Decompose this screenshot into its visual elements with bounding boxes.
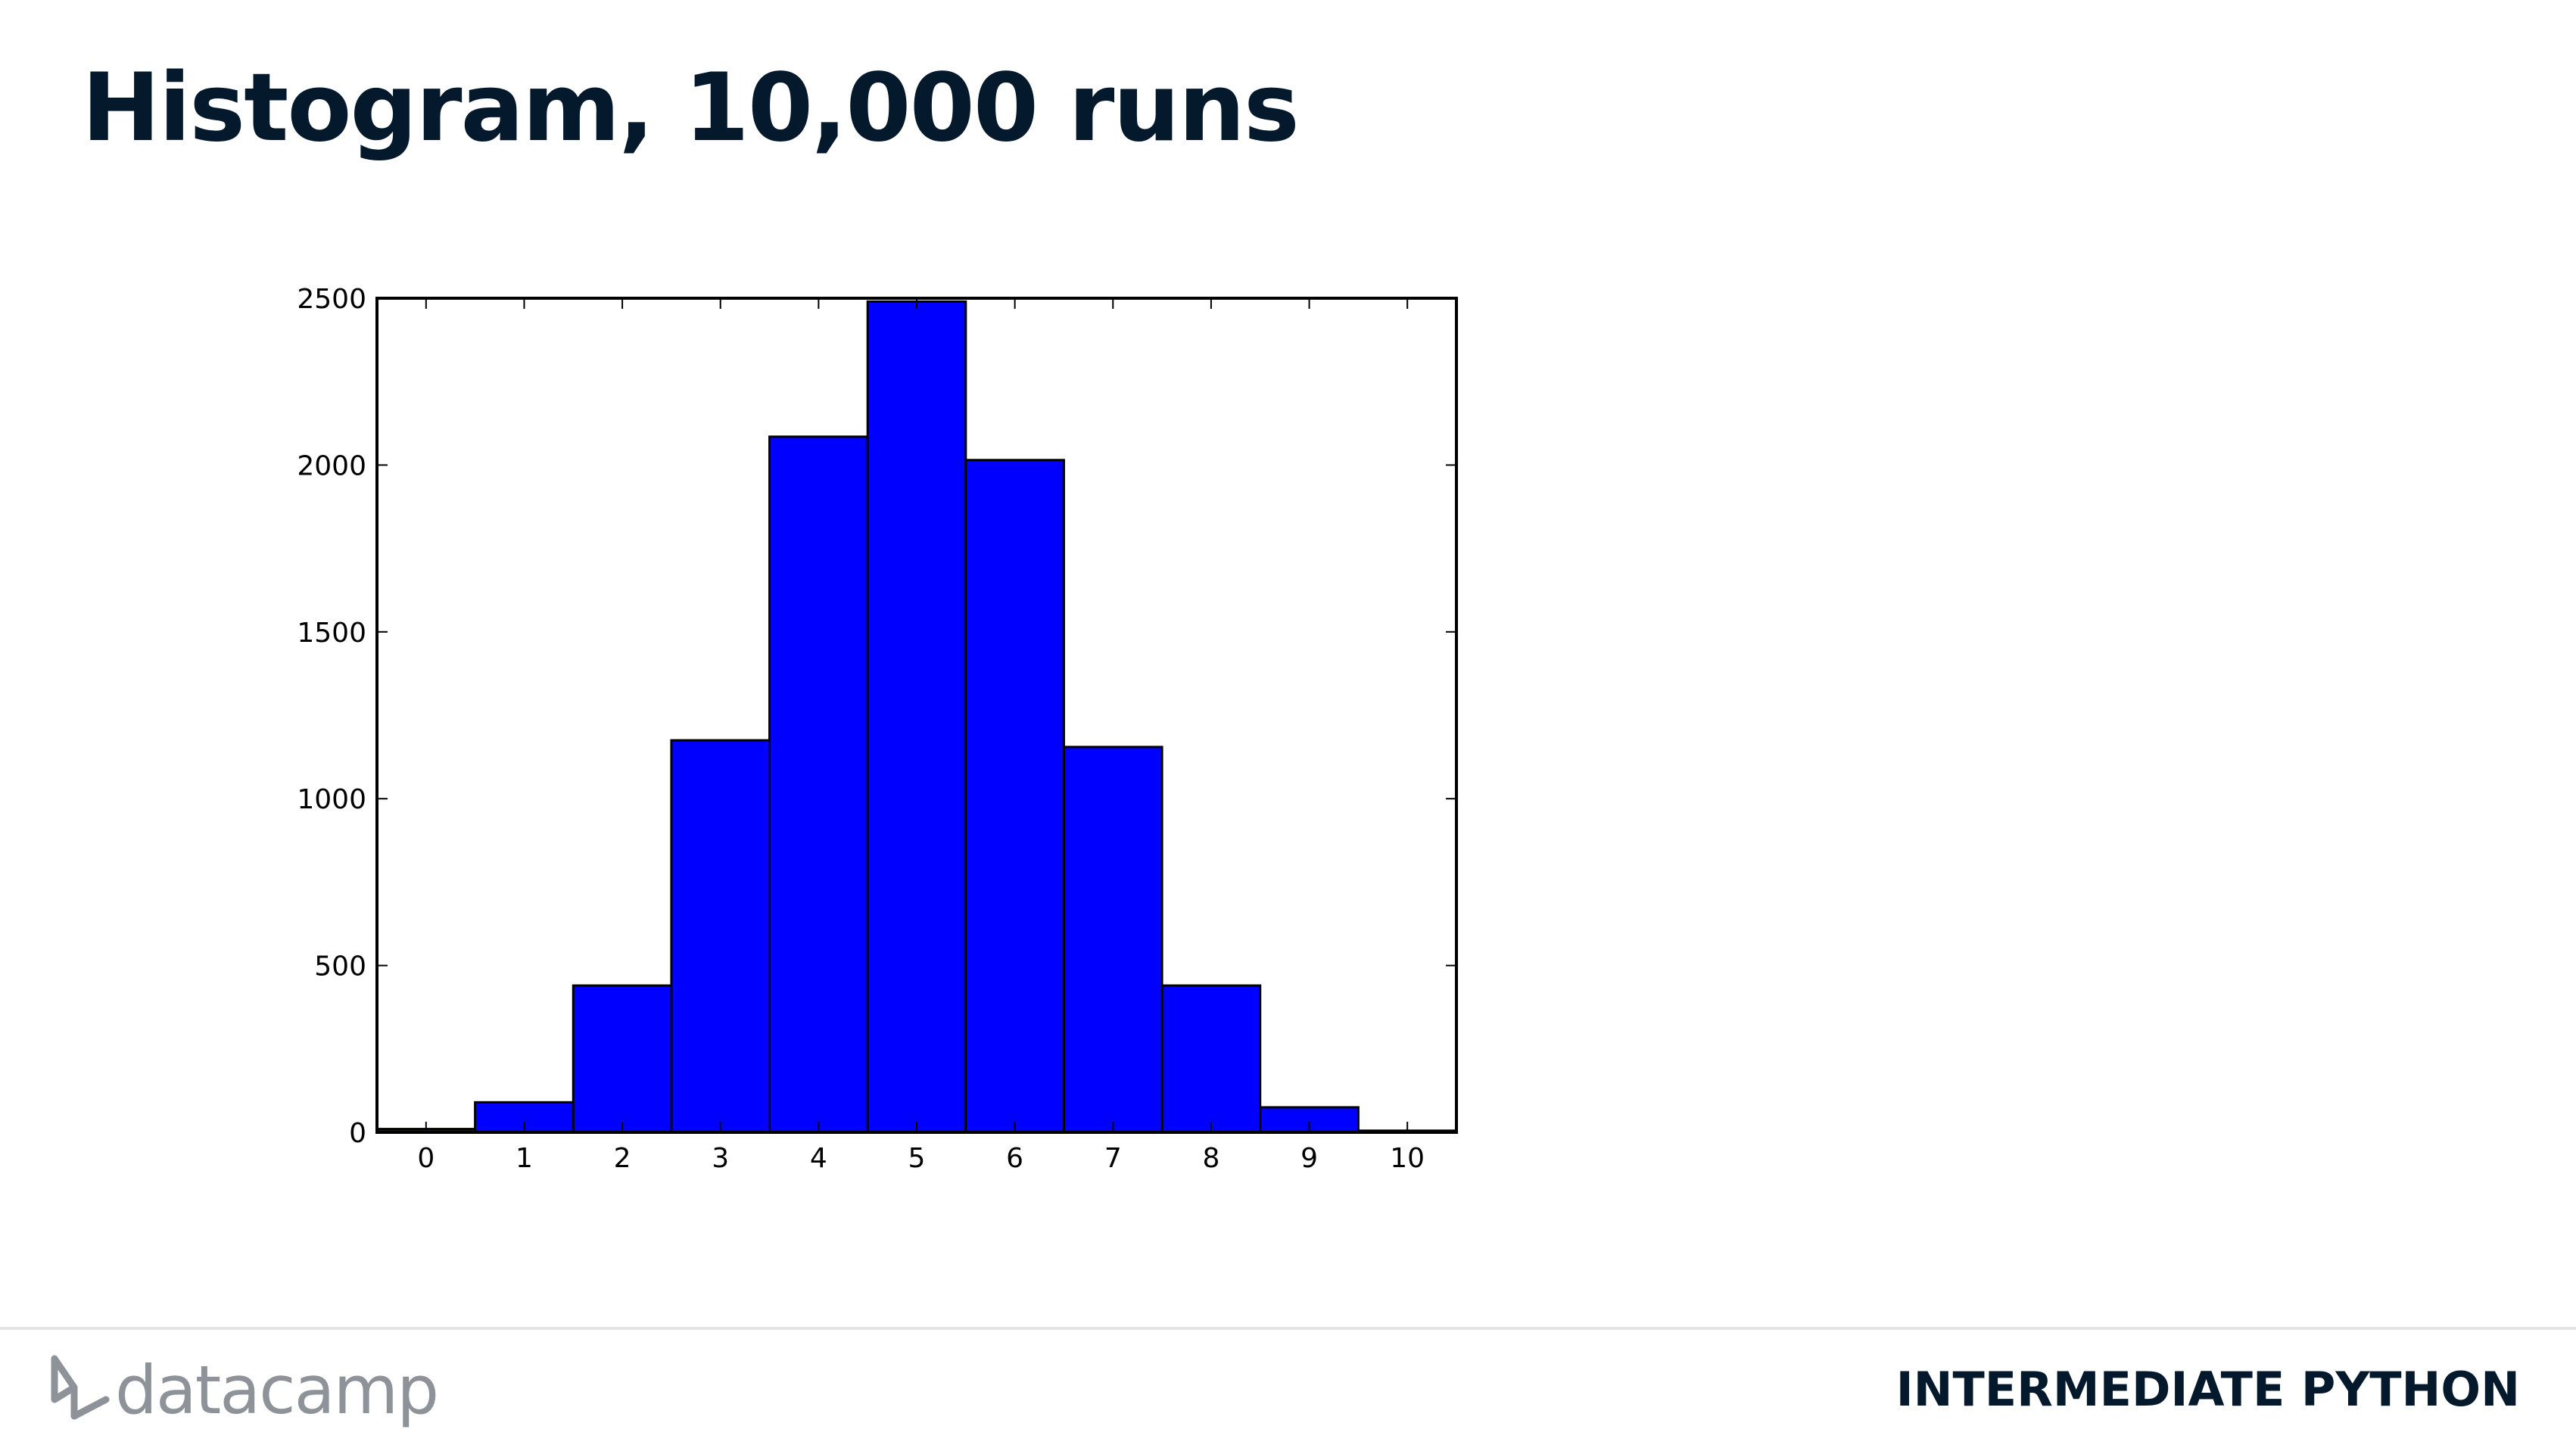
histogram-chart: 0 1 2 3 4 5 6 7 8 9 10 0 500 1000 1500 2000 2500	[297, 284, 1458, 1174]
bar-6	[964, 459, 1065, 1134]
bar-3	[670, 739, 771, 1134]
bar-5	[866, 300, 967, 1134]
logo-wordmark: datacamp	[115, 1351, 439, 1429]
bars-layer	[375, 300, 1458, 1134]
slide-title: Histogram, 10,000 runs	[82, 54, 1300, 163]
y-tick-label: 1000	[297, 784, 366, 815]
x-tick-label: 7	[1104, 1143, 1122, 1174]
footer-divider	[0, 1327, 2576, 1330]
y-tick-label: 1500	[297, 618, 366, 649]
x-tick-label: 9	[1300, 1143, 1318, 1174]
plot-frame	[375, 297, 1458, 1134]
bar-2	[572, 984, 673, 1134]
course-name: INTERMEDIATE PYTHON	[1895, 1362, 2520, 1417]
bar-7	[1062, 746, 1163, 1134]
x-tick-label: 3	[712, 1143, 729, 1174]
x-tick-label: 4	[810, 1143, 827, 1174]
y-tick-label: 500	[314, 951, 366, 982]
bar-8	[1160, 984, 1262, 1134]
x-tick-label: 1	[516, 1143, 533, 1174]
x-tick-label: 10	[1390, 1143, 1425, 1174]
tick-labels-layer: 0 1 2 3 4 5 6 7 8 9 10 0 500 1000 1500 2000 2500	[297, 284, 1425, 1174]
bar-4	[768, 435, 869, 1134]
x-tick-label: 5	[908, 1143, 926, 1174]
x-tick-label: 0	[417, 1143, 435, 1174]
datacamp-logo: datacamp	[48, 1349, 439, 1432]
y-tick-label: 2500	[297, 284, 366, 315]
x-tick-label: 2	[614, 1143, 631, 1174]
y-tick-label: 2000	[297, 450, 366, 481]
y-tick-label: 0	[349, 1118, 366, 1149]
x-tick-label: 6	[1006, 1143, 1023, 1174]
x-tick-label: 8	[1202, 1143, 1219, 1174]
datacamp-logo-icon	[51, 1355, 110, 1420]
